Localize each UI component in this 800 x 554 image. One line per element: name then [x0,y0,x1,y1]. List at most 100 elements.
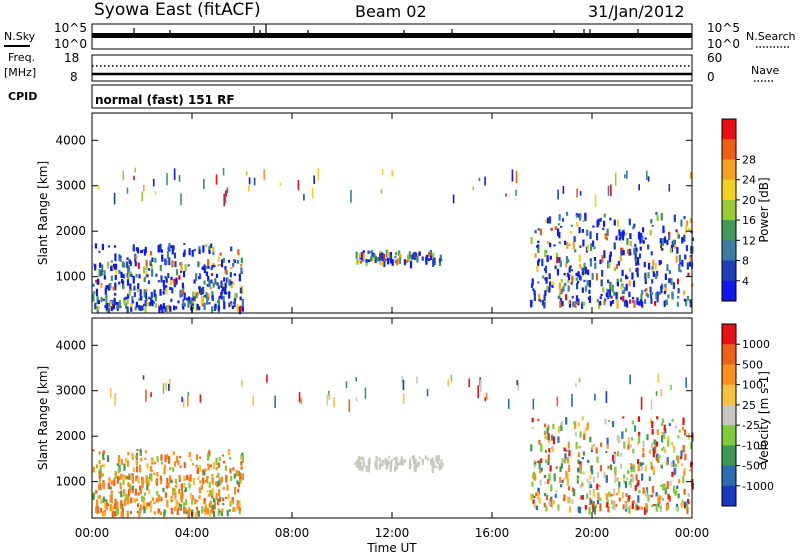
echo-cell [635,503,638,511]
time-axis-ticks: 00:00 04:00 08:00 12:00 16:00 20:00 00:00 [75,526,710,540]
echo-cell [650,219,653,224]
echo-cell [360,251,363,255]
echo-cell [532,288,535,291]
echo-cell [571,275,574,283]
echo-cell [604,504,608,508]
echo-cell [644,299,647,304]
colorbar-swatch [722,384,736,406]
echo-cell [365,259,368,267]
echo-cell [133,292,137,298]
echo-cell [227,494,230,499]
echo-cell [619,278,623,282]
echo-cell [209,287,213,290]
echo-cell [427,258,431,262]
echo-cell [134,488,137,496]
echo-speckle [532,398,535,410]
echo-cell [677,234,681,239]
echo-speckle [168,378,171,388]
echo-speckle [133,175,135,181]
echo-cell [409,260,413,269]
echo-cell [144,299,147,308]
echo-cell [95,490,98,494]
echo-cell [651,429,654,435]
echo-cell [633,425,637,432]
echo-cell [641,473,644,481]
echo-cell [196,470,199,474]
echo-cell [624,300,628,304]
echo-cell [118,300,121,308]
echo-cell [576,221,579,227]
echo-cell [180,483,183,492]
echo-cell [582,451,586,456]
echo-cell [577,271,580,278]
echo-cell [661,248,664,251]
echo-cell [195,293,198,299]
echo-cell [581,267,584,272]
echo-cell [239,296,242,301]
echo-cell [137,283,140,290]
echo-cell [531,493,534,499]
echo-cell [642,462,645,465]
echo-cell [641,227,645,233]
echo-cell [148,302,151,306]
echo-cell [155,497,158,503]
freq-left-label: Freq. [8,51,35,64]
echo-cell [230,266,233,270]
echo-cell [211,295,214,301]
echo-cell [179,465,182,468]
echo-cell [642,487,645,494]
echo-cell [424,455,427,460]
echo-cell [683,216,686,220]
echo-cell [383,260,386,268]
echo-cell [537,460,541,464]
echo-cell [579,276,583,281]
echo-cell [533,293,536,302]
echo-cell [98,269,101,277]
echo-cell [98,451,101,455]
echo-cell [418,456,422,459]
echo-cell [160,249,163,253]
echo-cell [617,487,620,494]
echo-cell [411,254,414,260]
echo-cell [432,252,435,261]
echo-cell [546,285,549,293]
echo-cell [620,285,623,290]
colorbar-tick-label: 8 [742,255,749,268]
echo-cell [605,237,609,241]
echo-cell [680,463,684,466]
echo-cell [144,306,147,314]
echo-cell [225,292,228,295]
colorbar-swatch [722,179,736,201]
echo-speckle [247,185,250,192]
echo-cell [664,487,667,495]
echo-speckle [576,188,578,198]
echo-cell [613,453,617,462]
echo-cell [566,241,569,249]
echo-cell [621,431,624,439]
echo-cell [644,506,647,515]
echo-speckle [154,191,157,195]
echo-cell [194,511,197,520]
echo-cell [168,475,172,480]
echo-cell [638,253,642,259]
echo-cell [684,453,687,461]
echo-cell [206,299,209,305]
echo-cell [531,426,534,430]
echo-cell [236,471,239,475]
echo-cell [115,267,118,275]
echo-cell [160,275,163,283]
echo-cell [356,460,359,463]
echo-cell [219,496,222,502]
echo-speckle [203,178,205,190]
sky-right-bottom-tick: 10^0 [707,37,740,51]
echo-cell [624,481,628,488]
echo-cell [191,297,195,301]
echo-cell [675,506,679,511]
echo-cell [554,226,557,231]
echo-cell [630,437,633,441]
echo-cell [572,241,575,250]
echo-cell [218,510,222,513]
echo-cell [178,506,182,510]
echo-cell [123,488,126,497]
